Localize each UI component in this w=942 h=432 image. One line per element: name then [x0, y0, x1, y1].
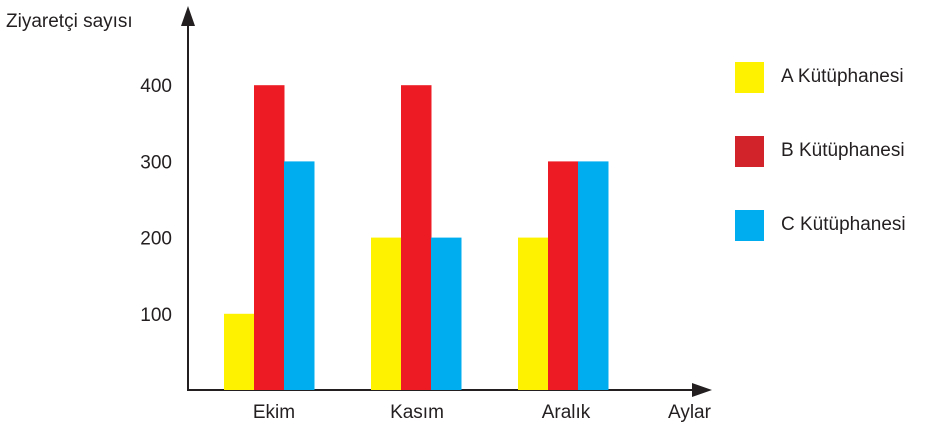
- bars: [224, 85, 609, 390]
- bar-ekim-a: [224, 313, 255, 390]
- x-tick-label: Aralık: [542, 402, 591, 423]
- y-axis-arrow: [181, 6, 195, 26]
- bar-kasım-a: [371, 237, 402, 390]
- x-axis-label: Aylar: [668, 402, 712, 423]
- bar-aralık-a: [518, 237, 549, 390]
- legend-swatch-c: [735, 210, 764, 241]
- y-tick-label: 300: [140, 152, 172, 173]
- bar-kasım-b: [401, 85, 432, 390]
- legend-swatch-a: [735, 62, 764, 93]
- y-axis-label: Ziyaretçi sayısı: [6, 11, 133, 32]
- y-tick-label: 200: [140, 229, 172, 250]
- legend: A Kütüphanesi B Kütüphanesi C Kütüphanes…: [735, 62, 942, 284]
- legend-swatch-b: [735, 136, 764, 167]
- legend-label-b: B Kütüphanesi: [781, 140, 905, 161]
- x-axis-arrow: [692, 383, 712, 397]
- x-tick-label: Kasım: [390, 402, 444, 423]
- bar-ekim-c: [284, 161, 315, 390]
- y-tick-label: 400: [140, 76, 172, 97]
- legend-label-a: A Kütüphanesi: [781, 66, 904, 87]
- bar-ekim-b: [254, 85, 285, 390]
- bar-aralık-b: [548, 161, 579, 390]
- legend-item-c: C Kütüphanesi: [735, 210, 942, 247]
- legend-item-b: B Kütüphanesi: [735, 136, 942, 173]
- bar-kasım-c: [431, 237, 462, 390]
- legend-label-c: C Kütüphanesi: [781, 214, 906, 235]
- legend-item-a: A Kütüphanesi: [735, 62, 942, 99]
- y-tick-label: 100: [140, 305, 172, 326]
- x-tick-label: Ekim: [253, 402, 295, 423]
- x-tick-labels: Ekim Kasım Aralık: [253, 402, 591, 423]
- y-tick-labels: 100 200 300 400: [140, 76, 172, 326]
- bar-aralık-c: [578, 161, 609, 390]
